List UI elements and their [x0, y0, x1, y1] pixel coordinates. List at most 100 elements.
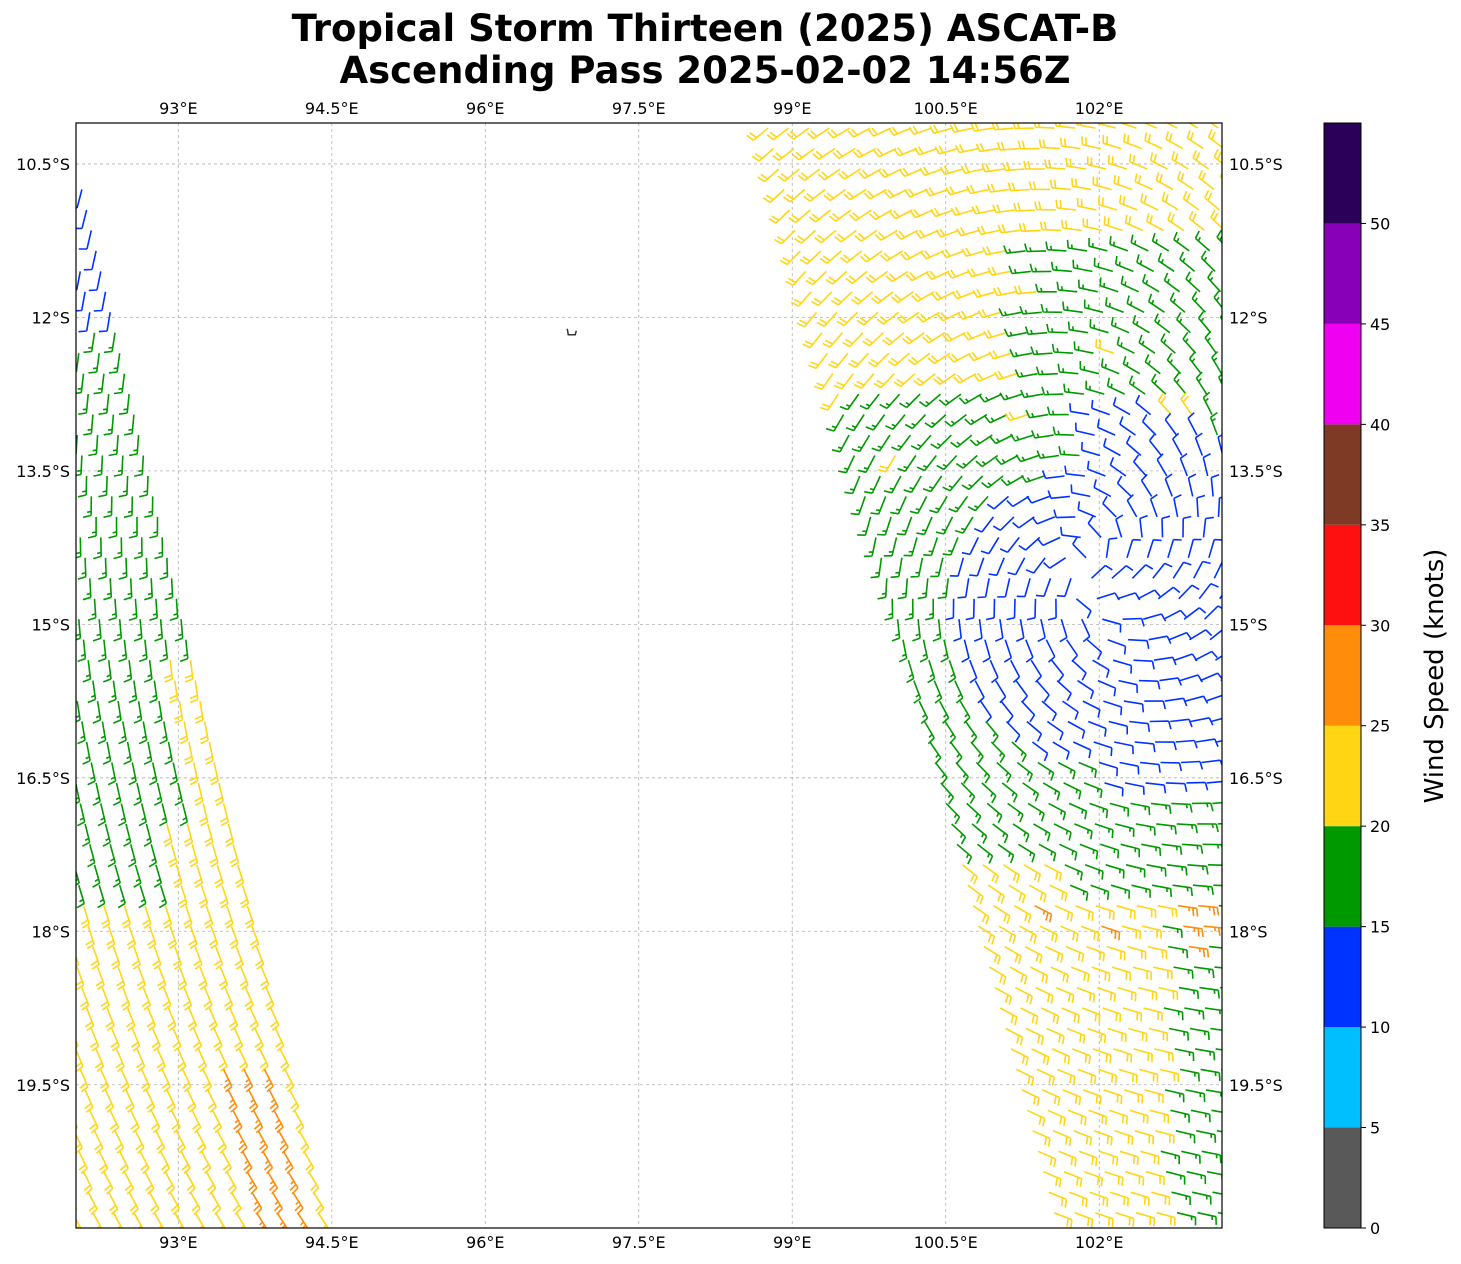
wind-barb [1025, 409, 1049, 419]
lat-tick-label-right: 18°S [1229, 922, 1268, 941]
wind-barb [1164, 697, 1188, 707]
wind-barb [49, 1110, 57, 1132]
wind-barb [847, 127, 871, 138]
wind-barb [1097, 679, 1117, 697]
wind-barb [125, 1089, 135, 1113]
wind-barb [199, 803, 209, 827]
wind-barb [1111, 565, 1134, 579]
wind-barb [942, 475, 963, 492]
wind-barb [870, 496, 887, 515]
colorbar-segment [1324, 926, 1361, 1028]
wind-barb [279, 1048, 290, 1073]
wind-barb [120, 1069, 130, 1093]
wind-barb [1000, 475, 1024, 486]
wind-barb [993, 905, 1011, 924]
wind-barb [1149, 152, 1168, 170]
wind-barb [1219, 986, 1222, 989]
wind-barb [1186, 781, 1209, 791]
wind-barb [987, 266, 1011, 276]
wind-barb [1133, 454, 1147, 477]
wind-barb [1226, 392, 1233, 415]
wind-barb [153, 782, 163, 806]
lon-tick-label-bottom: 100.5°E [914, 1233, 978, 1252]
wind-barb [1040, 1007, 1060, 1025]
wind-barb [238, 1048, 249, 1073]
wind-barb [1159, 1068, 1180, 1083]
wind-barb [1030, 430, 1054, 439]
wind-barb [104, 1089, 115, 1113]
wind-barb [92, 537, 102, 560]
wind-barb [93, 291, 107, 312]
wind-barb [167, 925, 178, 950]
wind-barb [62, 742, 70, 764]
wind-barb [933, 680, 943, 704]
wind-barb [145, 1089, 156, 1113]
wind-barb [1078, 279, 1098, 293]
wind-barb [77, 721, 86, 745]
wind-barb [817, 168, 841, 181]
wind-barb [1002, 162, 1025, 172]
wind-barb [204, 823, 214, 847]
wind-barb [1145, 782, 1167, 794]
wind-barb [54, 1131, 62, 1153]
wind-barb [1027, 802, 1045, 822]
wind-barb [936, 311, 961, 322]
wind-barb [1072, 741, 1092, 759]
wind-barb [146, 1007, 156, 1032]
wind-barb [1105, 297, 1124, 314]
wind-barb [172, 1028, 182, 1052]
wind-barb [1109, 802, 1130, 817]
wind-barb [967, 884, 984, 905]
wind-barb [98, 475, 108, 498]
wind-barb [1204, 330, 1217, 354]
wind-barb [945, 598, 955, 621]
wind-barb [55, 967, 63, 990]
wind-barb [1141, 843, 1162, 857]
wind-barb [138, 557, 148, 580]
wind-barb [62, 660, 70, 682]
wind-barb [184, 660, 194, 683]
wind-barb [806, 127, 830, 140]
wind-barb [128, 516, 138, 539]
wind-barb [1093, 479, 1112, 498]
wind-barb [1176, 312, 1191, 334]
wind-barb [54, 210, 67, 229]
wind-barb [1210, 473, 1220, 497]
wind-barb [1122, 1007, 1143, 1022]
wind-barb [1200, 250, 1216, 272]
wind-barb [1183, 925, 1204, 938]
wind-barb [1094, 823, 1114, 839]
wind-barb [1191, 291, 1206, 313]
wind-barb [845, 414, 865, 432]
wind-barb [118, 557, 128, 580]
wind-barb [1148, 433, 1163, 456]
wind-barb [796, 311, 818, 328]
wind-barb [77, 1233, 86, 1255]
wind-barb [149, 598, 158, 622]
wind-barb [87, 680, 97, 704]
wind-barb [1117, 592, 1141, 601]
wind-barb [1198, 582, 1219, 600]
wind-barb [976, 225, 1000, 236]
wind-barb [1039, 925, 1058, 943]
wind-barb [1142, 273, 1160, 293]
wind-barb [1166, 352, 1182, 375]
wind-barb [1048, 802, 1067, 821]
wind-barb [1026, 495, 1050, 504]
wind-barb [1236, 1049, 1256, 1059]
wind-barb [1134, 1130, 1154, 1145]
wind-barb [152, 946, 162, 970]
wind-barb [1013, 905, 1032, 924]
wind-barb [263, 1069, 274, 1093]
wind-barb [1138, 1068, 1159, 1083]
wind-barb [1182, 190, 1200, 211]
wind-barb [911, 291, 935, 302]
wind-barb [830, 291, 853, 306]
wind-barb [1076, 197, 1097, 211]
wind-barb [1171, 1191, 1191, 1205]
wind-barb [1205, 694, 1222, 702]
wind-barb [1130, 1191, 1150, 1206]
wind-barb [942, 537, 959, 556]
wind-barb [202, 1069, 213, 1093]
wind-barb [1061, 1007, 1080, 1024]
